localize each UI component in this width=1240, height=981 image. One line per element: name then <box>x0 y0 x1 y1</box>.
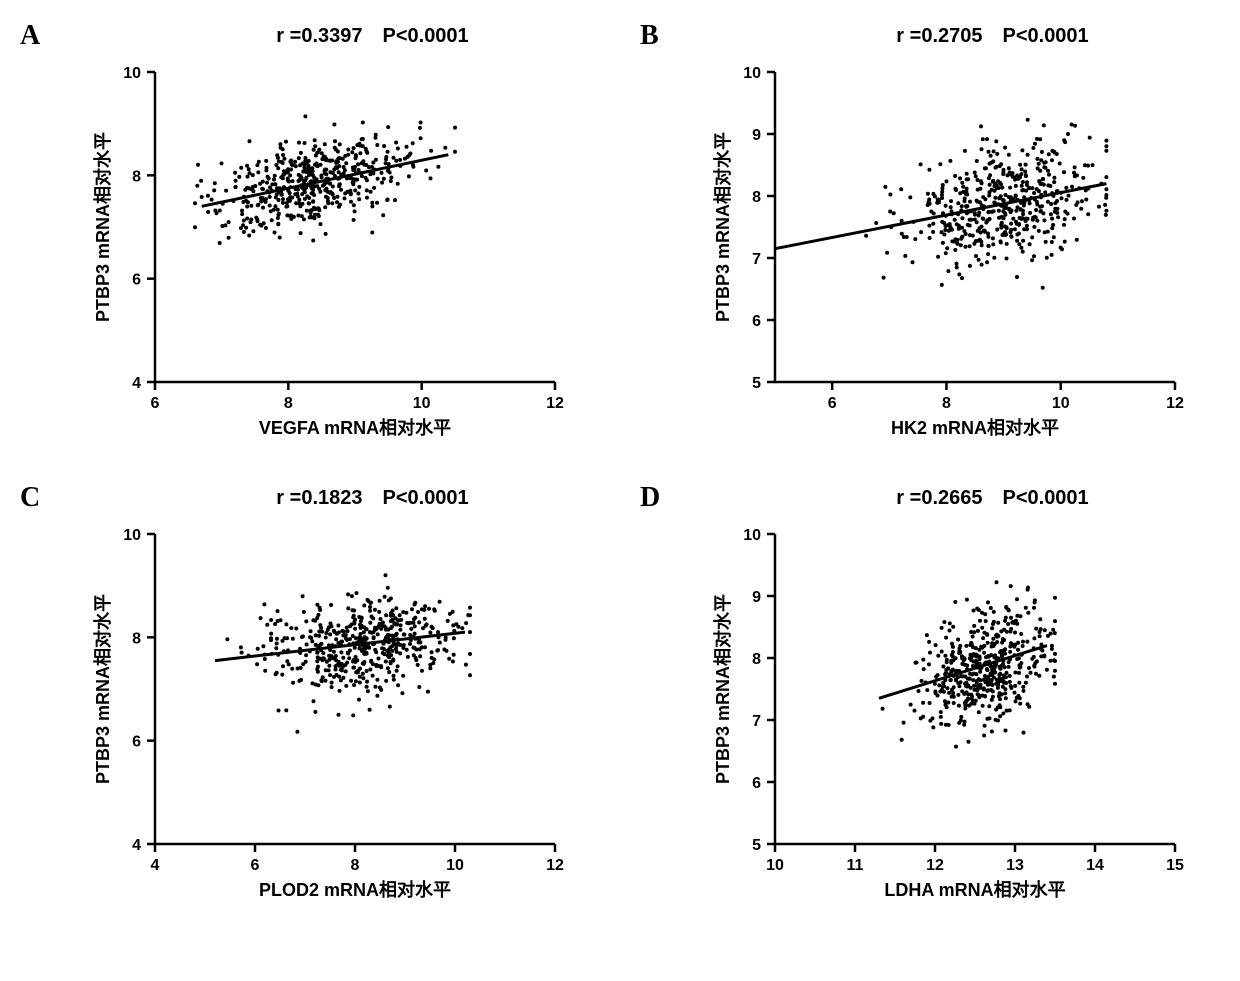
svg-text:4: 4 <box>132 375 141 392</box>
svg-text:8: 8 <box>284 395 293 412</box>
svg-text:14: 14 <box>1086 857 1104 874</box>
stats-D: r =0.2665 P<0.0001 <box>705 487 1220 510</box>
panel-B: Br =0.2705 P<0.0001 6 8 10 12 5 6 7 8 9 10 HK2 mRNA… <box>640 20 1220 452</box>
svg-text:8: 8 <box>351 857 360 874</box>
svg-text:12: 12 <box>546 395 564 412</box>
svg-text:10: 10 <box>446 857 464 874</box>
svg-text:11: 11 <box>847 857 864 874</box>
svg-text:10: 10 <box>766 857 784 874</box>
svg-text:9: 9 <box>752 589 761 606</box>
svg-text:10: 10 <box>123 65 141 82</box>
svg-text:6: 6 <box>828 395 837 412</box>
chart-B: r =0.2705 P<0.0001 6 8 10 12 5 6 7 8 9 10 HK2 mRNA相… <box>705 25 1220 452</box>
svg-text:10: 10 <box>743 65 761 82</box>
svg-text:6: 6 <box>132 734 141 751</box>
svg-text:5: 5 <box>752 375 761 392</box>
stats-B: r =0.2705 P<0.0001 <box>705 25 1220 48</box>
panel-label-D: D <box>640 482 660 514</box>
svg-text:5: 5 <box>752 837 761 854</box>
xlabel-D: LDHA mRNA相对水平 <box>884 879 1065 900</box>
svg-text:6: 6 <box>752 313 761 330</box>
panel-A: Ar =0.3397 P<0.000168101246810VEGFA mRNA… <box>20 20 600 452</box>
svg-text:13: 13 <box>1006 857 1024 874</box>
panel-label-B: B <box>640 20 659 52</box>
svg-text:8: 8 <box>752 189 761 206</box>
panel-D: Dr =0.2665 P<0.0001 10 11 12 13 14 15 5 6 7 8 9 10 LD… <box>640 482 1220 914</box>
svg-text:6: 6 <box>251 857 260 874</box>
svg-text:8: 8 <box>132 630 141 647</box>
xlabel-B: HK2 mRNA相对水平 <box>891 417 1059 438</box>
panel-C: Cr =0.1823 P<0.0001 4 6 8 10 12 4 6 8 10 PLOD2 mRN… <box>20 482 600 914</box>
chart-C: r =0.1823 P<0.0001 4 6 8 10 12 4 6 8 10 PLOD2 mRNA… <box>85 487 600 914</box>
panel-label-A: A <box>20 20 40 52</box>
svg-text:7: 7 <box>752 251 761 268</box>
svg-text:10: 10 <box>123 527 141 544</box>
panel-label-C: C <box>20 482 40 514</box>
ylabel-C: PTBP3 mRNA相对水平 <box>92 594 113 784</box>
ylabel-B: PTBP3 mRNA相对水平 <box>712 132 733 322</box>
svg-text:8: 8 <box>942 395 951 412</box>
xlabel-C: PLOD2 mRNA相对水平 <box>259 879 451 900</box>
svg-text:12: 12 <box>926 857 944 874</box>
svg-text:7: 7 <box>752 713 761 730</box>
svg-text:15: 15 <box>1166 857 1184 874</box>
xlabel-A: VEGFA mRNA相对水平 <box>259 417 451 438</box>
stats-A: r =0.3397 P<0.0001 <box>85 25 600 48</box>
svg-text:10: 10 <box>743 527 761 544</box>
scatter-C: 4 6 8 10 12 4 6 8 10 PLOD2 mRNA相对水平 PTBP3 mRNA相对水平 <box>85 514 585 914</box>
svg-text:6: 6 <box>132 272 141 289</box>
svg-text:10: 10 <box>1052 395 1070 412</box>
svg-text:6: 6 <box>151 395 160 412</box>
ylabel-D: PTBP3 mRNA相对水平 <box>712 594 733 784</box>
svg-text:10: 10 <box>413 395 431 412</box>
svg-text:6: 6 <box>752 775 761 792</box>
chart-D: r =0.2665 P<0.0001 10 11 12 13 14 15 5 6 7 8 9 10 LDH… <box>705 487 1220 914</box>
ylabel-A: PTBP3 mRNA相对水平 <box>92 132 113 322</box>
scatter-B: 6 8 10 12 5 6 7 8 9 10 HK2 mRNA相对水平 PTBP3 mRNA相对水平 <box>705 52 1205 452</box>
stats-C: r =0.1823 P<0.0001 <box>85 487 600 510</box>
scatter-A: 68101246810VEGFA mRNA相对水平PTBP3 mRNA相对水平 <box>85 52 585 452</box>
svg-text:4: 4 <box>151 857 160 874</box>
svg-text:8: 8 <box>132 168 141 185</box>
svg-text:9: 9 <box>752 127 761 144</box>
scatter-D: 10 11 12 13 14 15 5 6 7 8 9 10 LDHA mRNA相对水平 PTBP3 mR… <box>705 514 1205 914</box>
svg-text:8: 8 <box>752 651 761 668</box>
chart-A: r =0.3397 P<0.000168101246810VEGFA mRNA相… <box>85 25 600 452</box>
svg-text:12: 12 <box>546 857 564 874</box>
svg-text:12: 12 <box>1166 395 1184 412</box>
svg-text:4: 4 <box>132 837 141 854</box>
figure-grid: Ar =0.3397 P<0.000168101246810VEGFA mRNA… <box>20 20 1220 914</box>
